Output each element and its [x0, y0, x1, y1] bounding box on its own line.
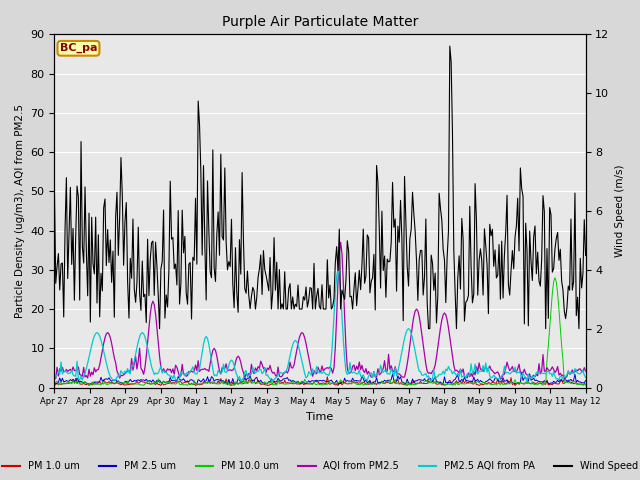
Y-axis label: Wind Speed (m/s): Wind Speed (m/s) — [615, 165, 625, 257]
X-axis label: Time: Time — [307, 412, 333, 422]
Title: Purple Air Particulate Matter: Purple Air Particulate Matter — [222, 15, 418, 29]
Text: BC_pa: BC_pa — [60, 43, 97, 53]
Legend: PM 1.0 um, PM 2.5 um, PM 10.0 um, AQI from PM2.5, PM2.5 AQI from PA, Wind Speed: PM 1.0 um, PM 2.5 um, PM 10.0 um, AQI fr… — [0, 457, 640, 475]
Y-axis label: Particle Density (ug/m3), AQI from PM2.5: Particle Density (ug/m3), AQI from PM2.5 — [15, 104, 25, 318]
